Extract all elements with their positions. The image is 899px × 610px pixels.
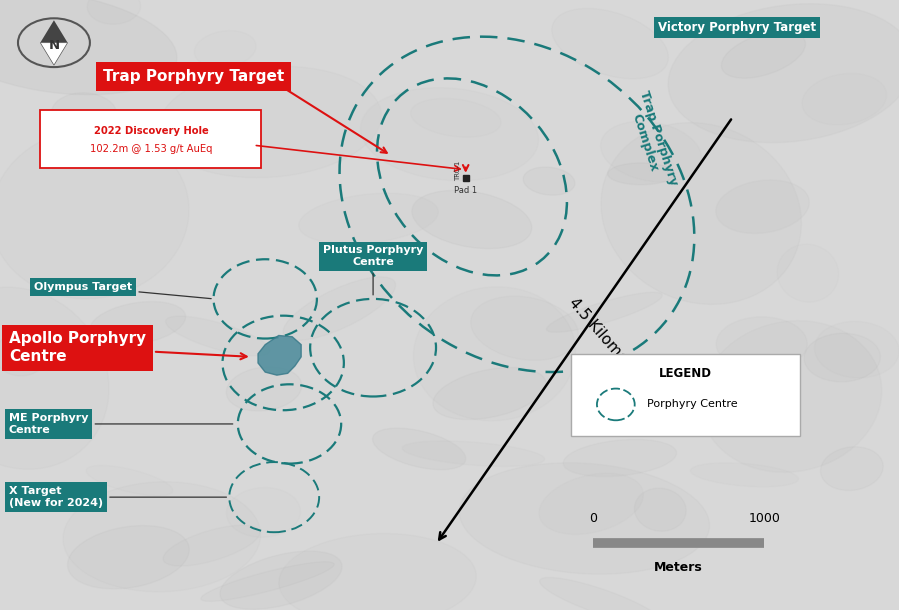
Text: Trap Porphyry
Complex: Trap Porphyry Complex (623, 89, 681, 192)
Ellipse shape (547, 292, 663, 332)
Ellipse shape (433, 367, 546, 420)
Text: N: N (49, 39, 59, 52)
Ellipse shape (360, 88, 539, 181)
Ellipse shape (412, 190, 532, 249)
Ellipse shape (804, 333, 880, 382)
Polygon shape (40, 43, 67, 65)
Text: LEGEND: LEGEND (659, 367, 712, 380)
Ellipse shape (539, 578, 662, 610)
Ellipse shape (601, 121, 701, 182)
Text: 4.5 Kilometres: 4.5 Kilometres (565, 295, 650, 389)
Text: 0: 0 (590, 512, 597, 525)
Text: Trap Porphyry Target: Trap Porphyry Target (102, 69, 284, 84)
Text: Plutus Porphyry
Centre: Plutus Porphyry Centre (323, 245, 423, 295)
Ellipse shape (0, 287, 109, 469)
Ellipse shape (283, 277, 396, 340)
Ellipse shape (279, 534, 476, 610)
Ellipse shape (539, 473, 644, 534)
Ellipse shape (0, 128, 189, 299)
Text: Victory Porphyry Target: Victory Porphyry Target (658, 21, 816, 34)
Ellipse shape (0, 332, 48, 376)
Ellipse shape (63, 482, 261, 592)
Ellipse shape (721, 31, 806, 78)
Ellipse shape (220, 551, 342, 609)
Ellipse shape (635, 488, 686, 531)
Ellipse shape (372, 428, 466, 470)
Ellipse shape (165, 316, 270, 356)
Polygon shape (40, 20, 67, 43)
Ellipse shape (0, 0, 177, 95)
Ellipse shape (552, 9, 668, 79)
Text: Olympus Target: Olympus Target (34, 282, 211, 299)
Ellipse shape (821, 447, 883, 490)
Ellipse shape (90, 301, 186, 345)
Text: Porphyry Centre: Porphyry Centre (647, 400, 738, 409)
Ellipse shape (700, 321, 882, 472)
Ellipse shape (601, 123, 801, 304)
Text: ME Porphyry
Centre: ME Porphyry Centre (9, 413, 233, 435)
Ellipse shape (200, 562, 334, 601)
Ellipse shape (471, 296, 578, 361)
Text: 2022 Discovery Hole: 2022 Discovery Hole (93, 126, 209, 135)
Ellipse shape (87, 0, 140, 24)
Text: X Target
(New for 2024): X Target (New for 2024) (9, 486, 227, 508)
Text: TRC-1: TRC-1 (455, 160, 461, 181)
FancyBboxPatch shape (40, 110, 261, 168)
Ellipse shape (564, 439, 677, 476)
Text: Apollo Porphyry
Centre: Apollo Porphyry Centre (9, 331, 246, 364)
Text: 102.2m @ 1.53 g/t AuEq: 102.2m @ 1.53 g/t AuEq (90, 144, 212, 154)
Text: Pad 1: Pad 1 (454, 186, 477, 195)
Text: Meters: Meters (654, 561, 703, 574)
Text: 1000: 1000 (748, 512, 780, 525)
Ellipse shape (594, 378, 648, 410)
Ellipse shape (164, 525, 260, 566)
Ellipse shape (668, 4, 899, 143)
Ellipse shape (716, 180, 809, 234)
Ellipse shape (227, 367, 302, 411)
Ellipse shape (51, 93, 117, 135)
Ellipse shape (523, 167, 575, 195)
FancyBboxPatch shape (571, 354, 800, 436)
Ellipse shape (158, 66, 381, 178)
Ellipse shape (717, 317, 807, 371)
Ellipse shape (67, 526, 190, 589)
Ellipse shape (414, 287, 575, 421)
Ellipse shape (459, 463, 709, 574)
Ellipse shape (608, 163, 674, 185)
Ellipse shape (298, 193, 439, 244)
PathPatch shape (258, 336, 301, 375)
